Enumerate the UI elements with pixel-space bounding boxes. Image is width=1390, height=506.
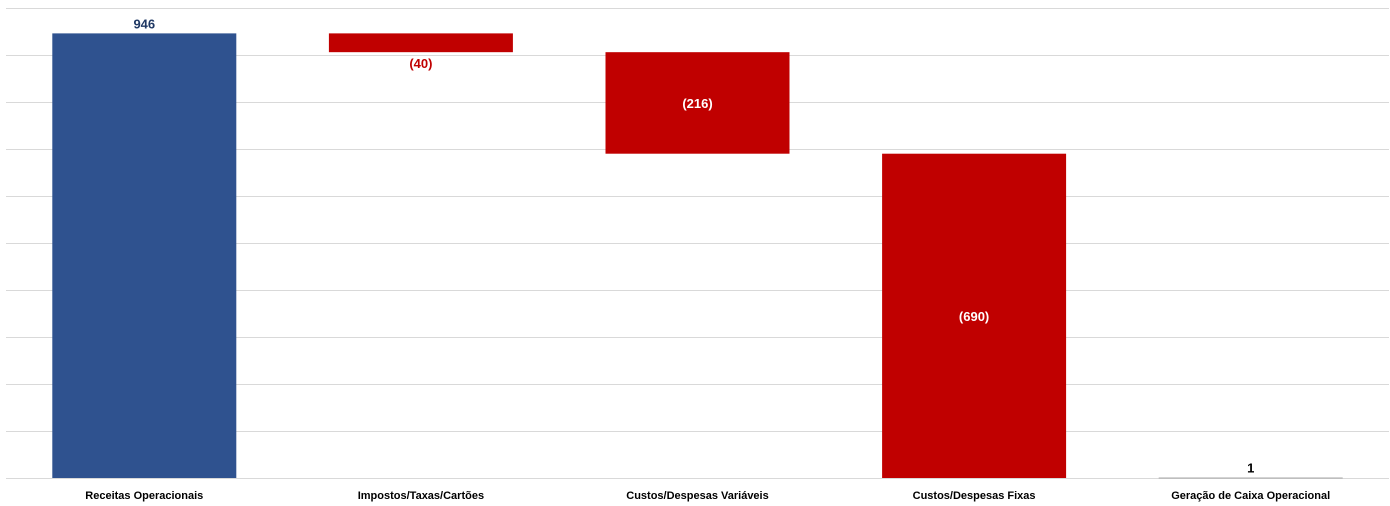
data-label-5: 1 (1247, 461, 1254, 476)
data-label-2: (40) (409, 56, 432, 71)
data-label-3: (216) (682, 96, 712, 111)
bar-2 (328, 33, 513, 53)
category-label-5: Geração de Caixa Operacional (1171, 490, 1330, 502)
category-label-4: Custos/Despesas Fixas (913, 490, 1036, 502)
bars (52, 33, 1343, 479)
category-label-2: Impostos/Taxas/Cartões (358, 490, 484, 502)
data-label-4: (690) (959, 309, 989, 324)
category-label-3: Custos/Despesas Variáveis (626, 490, 768, 502)
data-label-1: 946 (133, 16, 155, 31)
bar-4 (882, 153, 1067, 478)
category-labels: Receitas Operacionais Impostos/Taxas/Cart… (85, 490, 1330, 502)
data-labels: 946 (40) (216) (690) 1 (133, 16, 1254, 475)
bar-1 (52, 33, 237, 478)
category-label-1: Receitas Operacionais (85, 490, 203, 502)
bar-3 (605, 52, 790, 154)
bar-5 (1158, 477, 1343, 479)
